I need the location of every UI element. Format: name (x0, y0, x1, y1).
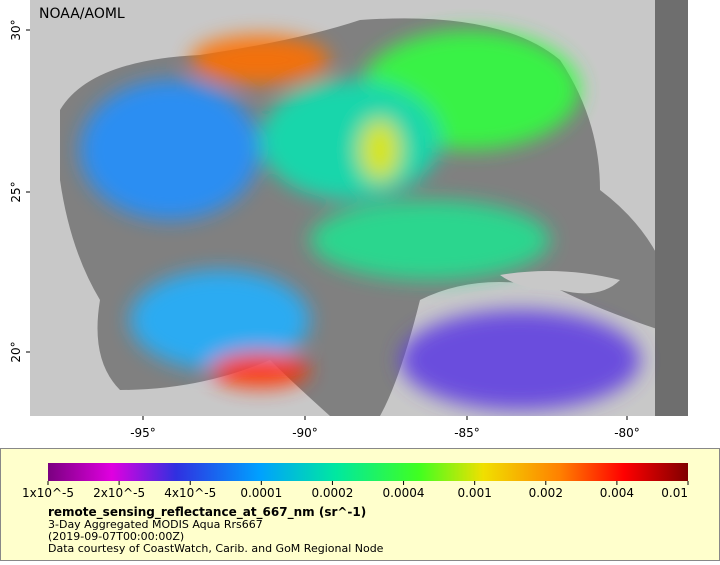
variable-name: remote_sensing_reflectance_at_667_nm (sr… (48, 505, 366, 520)
colorbar-label: 0.001 (457, 486, 491, 500)
lon-label: -80° (614, 426, 640, 440)
colorbar (48, 463, 688, 481)
lon-label: -90° (292, 426, 318, 440)
caption-line: (2019-09-07T00:00:00Z) (48, 530, 184, 543)
colorbar-label: 0.0002 (311, 486, 353, 500)
credit-box (35, 4, 135, 24)
lon-label: -85° (454, 426, 480, 440)
lat-label: 25° (9, 181, 23, 202)
colorbar-label: 0.004 (600, 486, 634, 500)
lon-label: -95° (130, 426, 156, 440)
lat-label: 20° (9, 341, 23, 362)
colorbar-label: 4x10^-5 (164, 486, 216, 500)
axis-labels: 30° 25° 20° -95° -90° -85° -80° (9, 19, 640, 440)
colorbar-labels: 1x10^-5 2x10^-5 4x10^-5 0.0001 0.0002 0.0004 0… (22, 481, 689, 500)
colorbar-label: 2x10^-5 (93, 486, 145, 500)
credit: NOAA/AOML (39, 6, 125, 22)
map (30, 0, 688, 416)
caption-line: 3-Day Aggregated MODIS Aqua Rrs667 (48, 518, 263, 531)
colorbar-label: 1x10^-5 (22, 486, 74, 500)
colorbar-label: 0.002 (529, 486, 563, 500)
colorbar-label: 0.0004 (383, 486, 425, 500)
colorbar-label: 0.0001 (240, 486, 282, 500)
caption-line: Data courtesy of CoastWatch, Carib. and … (48, 542, 384, 555)
colorbar-label: 0.01 (661, 486, 688, 500)
lat-label: 30° (9, 19, 23, 40)
